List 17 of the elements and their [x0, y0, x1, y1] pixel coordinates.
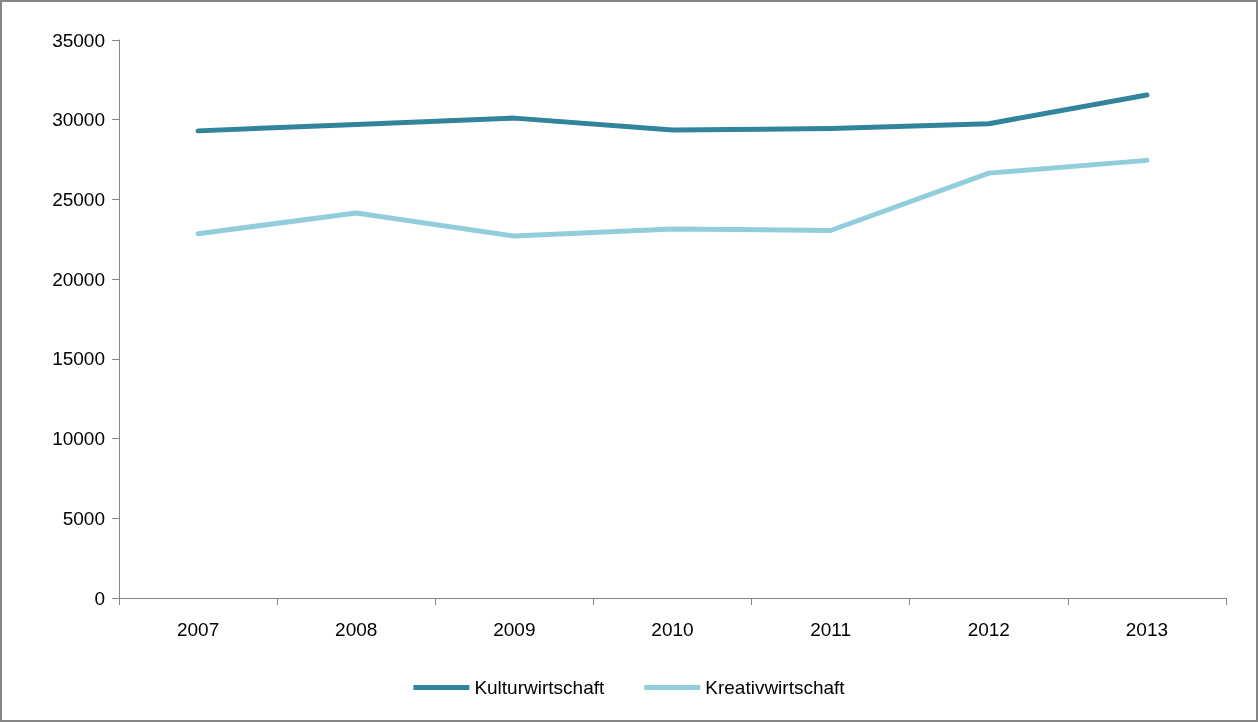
y-tick-label: 10000 — [52, 428, 105, 450]
y-tick-label: 35000 — [52, 29, 105, 51]
x-tick-label: 2007 — [176, 619, 220, 640]
y-tick-label: 5000 — [62, 507, 105, 529]
y-tick-label: 20000 — [52, 268, 105, 290]
x-tick-label: 2012 — [967, 619, 1010, 640]
y-tick-label: 30000 — [52, 109, 105, 131]
x-tick-label: 2010 — [651, 619, 694, 640]
y-tick-label: 15000 — [52, 348, 105, 370]
legend-label: Kulturwirtschaft — [474, 677, 605, 698]
legend-label: Kreativwirtschaft — [705, 677, 846, 698]
x-tick-label: 2011 — [810, 619, 852, 640]
x-tick-label: 2008 — [335, 619, 378, 640]
y-tick-label: 0 — [94, 587, 105, 609]
y-tick-label: 25000 — [52, 188, 105, 210]
x-tick-label: 2013 — [1125, 619, 1169, 640]
x-tick-label: 2009 — [493, 619, 536, 640]
